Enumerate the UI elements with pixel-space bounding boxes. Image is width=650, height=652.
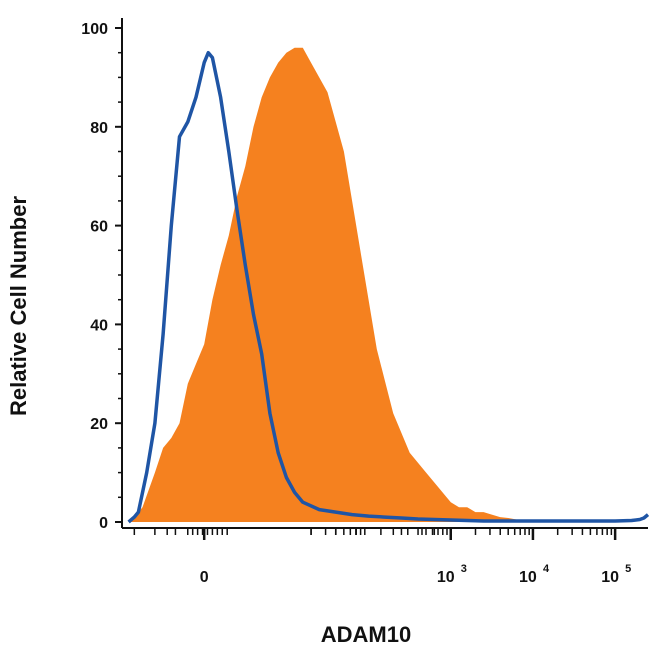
- x-tick-label: 0: [200, 569, 209, 586]
- y-tick-label: 0: [99, 515, 108, 532]
- y-tick-label: 40: [90, 317, 108, 334]
- series-0-filled-area: [128, 47, 649, 523]
- series-1-line: [127, 50, 650, 524]
- x-tick-label-exponent: 3: [461, 563, 467, 575]
- y-tick-label: 60: [90, 219, 108, 236]
- x-tick-label-exponent: 5: [625, 563, 631, 575]
- x-tick-label-exponent: 4: [543, 563, 550, 575]
- x-tick-label: 10: [601, 569, 619, 586]
- y-tick-label: 100: [81, 21, 108, 38]
- x-tick-label: 10: [519, 569, 537, 586]
- x-tick-label: 10: [437, 569, 455, 586]
- plot-area: [127, 47, 650, 524]
- y-tick-label: 20: [90, 416, 108, 433]
- y-tick-label: 80: [90, 120, 108, 137]
- y-axis-title: Relative Cell Number: [6, 196, 31, 417]
- axes: 0 20 40 60 80 100 0 10 3 10 4 10 5: [81, 18, 648, 586]
- x-axis-title: ADAM10: [321, 622, 411, 647]
